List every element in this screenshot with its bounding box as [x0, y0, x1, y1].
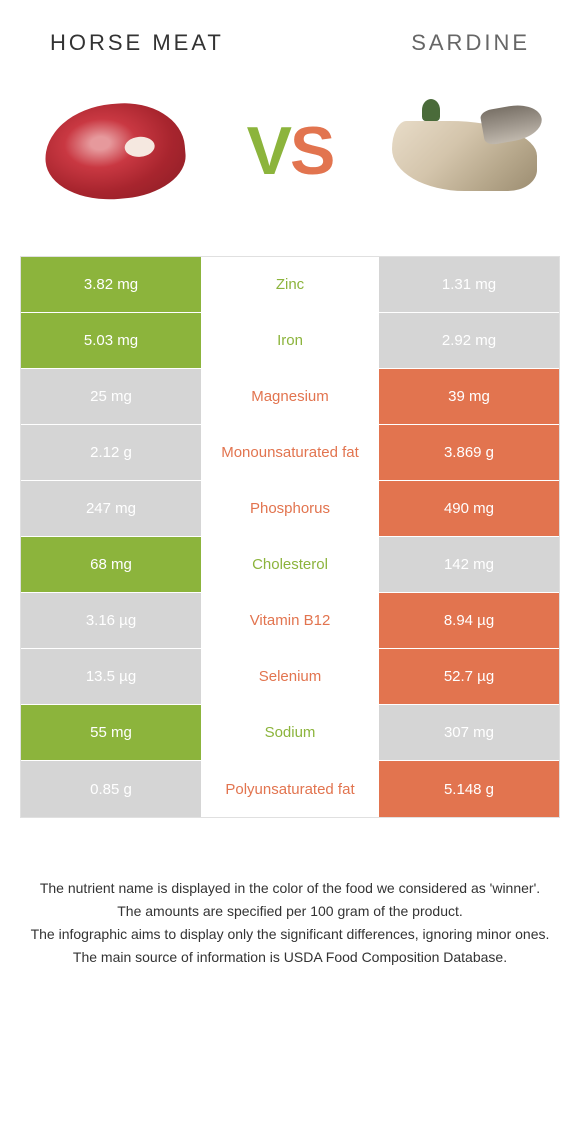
header: Horse meat Sardine — [0, 0, 580, 76]
left-food-image — [30, 96, 200, 206]
nutrient-label: Sodium — [201, 705, 379, 760]
right-value: 3.869 g — [379, 425, 559, 480]
table-row: 247 mgPhosphorus490 mg — [21, 481, 559, 537]
left-value: 68 mg — [21, 537, 201, 592]
table-row: 13.5 µgSelenium52.7 µg — [21, 649, 559, 705]
left-value: 0.85 g — [21, 761, 201, 817]
vs-v: V — [247, 112, 290, 190]
table-row: 2.12 gMonounsaturated fat3.869 g — [21, 425, 559, 481]
table-row: 0.85 gPolyunsaturated fat5.148 g — [21, 761, 559, 817]
left-value: 3.82 mg — [21, 257, 201, 312]
right-food-image — [380, 96, 550, 206]
right-value: 8.94 µg — [379, 593, 559, 648]
vs-label: VS — [247, 112, 334, 190]
table-row: 55 mgSodium307 mg — [21, 705, 559, 761]
nutrient-label: Selenium — [201, 649, 379, 704]
right-value: 2.92 mg — [379, 313, 559, 368]
table-row: 3.16 µgVitamin B128.94 µg — [21, 593, 559, 649]
nutrient-label: Cholesterol — [201, 537, 379, 592]
right-value: 307 mg — [379, 705, 559, 760]
table-row: 5.03 mgIron2.92 mg — [21, 313, 559, 369]
left-value: 13.5 µg — [21, 649, 201, 704]
footer-line: The amounts are specified per 100 gram o… — [30, 901, 550, 922]
nutrient-label: Phosphorus — [201, 481, 379, 536]
left-value: 247 mg — [21, 481, 201, 536]
nutrient-label: Polyunsaturated fat — [201, 761, 379, 817]
right-value: 39 mg — [379, 369, 559, 424]
vs-row: VS — [0, 76, 580, 256]
right-value: 142 mg — [379, 537, 559, 592]
table-row: 3.82 mgZinc1.31 mg — [21, 257, 559, 313]
table-row: 25 mgMagnesium39 mg — [21, 369, 559, 425]
left-value: 3.16 µg — [21, 593, 201, 648]
footer-line: The main source of information is USDA F… — [30, 947, 550, 968]
left-food-title: Horse meat — [50, 30, 224, 56]
left-value: 2.12 g — [21, 425, 201, 480]
right-value: 52.7 µg — [379, 649, 559, 704]
left-value: 55 mg — [21, 705, 201, 760]
nutrient-label: Zinc — [201, 257, 379, 312]
nutrient-label: Iron — [201, 313, 379, 368]
table-row: 68 mgCholesterol142 mg — [21, 537, 559, 593]
left-value: 5.03 mg — [21, 313, 201, 368]
left-value: 25 mg — [21, 369, 201, 424]
footer-line: The nutrient name is displayed in the co… — [30, 878, 550, 899]
footer-line: The infographic aims to display only the… — [30, 924, 550, 945]
nutrient-table: 3.82 mgZinc1.31 mg5.03 mgIron2.92 mg25 m… — [20, 256, 560, 818]
right-food-title: Sardine — [411, 30, 530, 56]
nutrient-label: Vitamin B12 — [201, 593, 379, 648]
nutrient-label: Magnesium — [201, 369, 379, 424]
meat-icon — [41, 98, 189, 205]
right-value: 490 mg — [379, 481, 559, 536]
right-value: 1.31 mg — [379, 257, 559, 312]
vs-s: S — [290, 112, 333, 190]
fish-icon — [392, 121, 537, 191]
right-value: 5.148 g — [379, 761, 559, 817]
footer-notes: The nutrient name is displayed in the co… — [0, 818, 580, 1000]
nutrient-label: Monounsaturated fat — [201, 425, 379, 480]
